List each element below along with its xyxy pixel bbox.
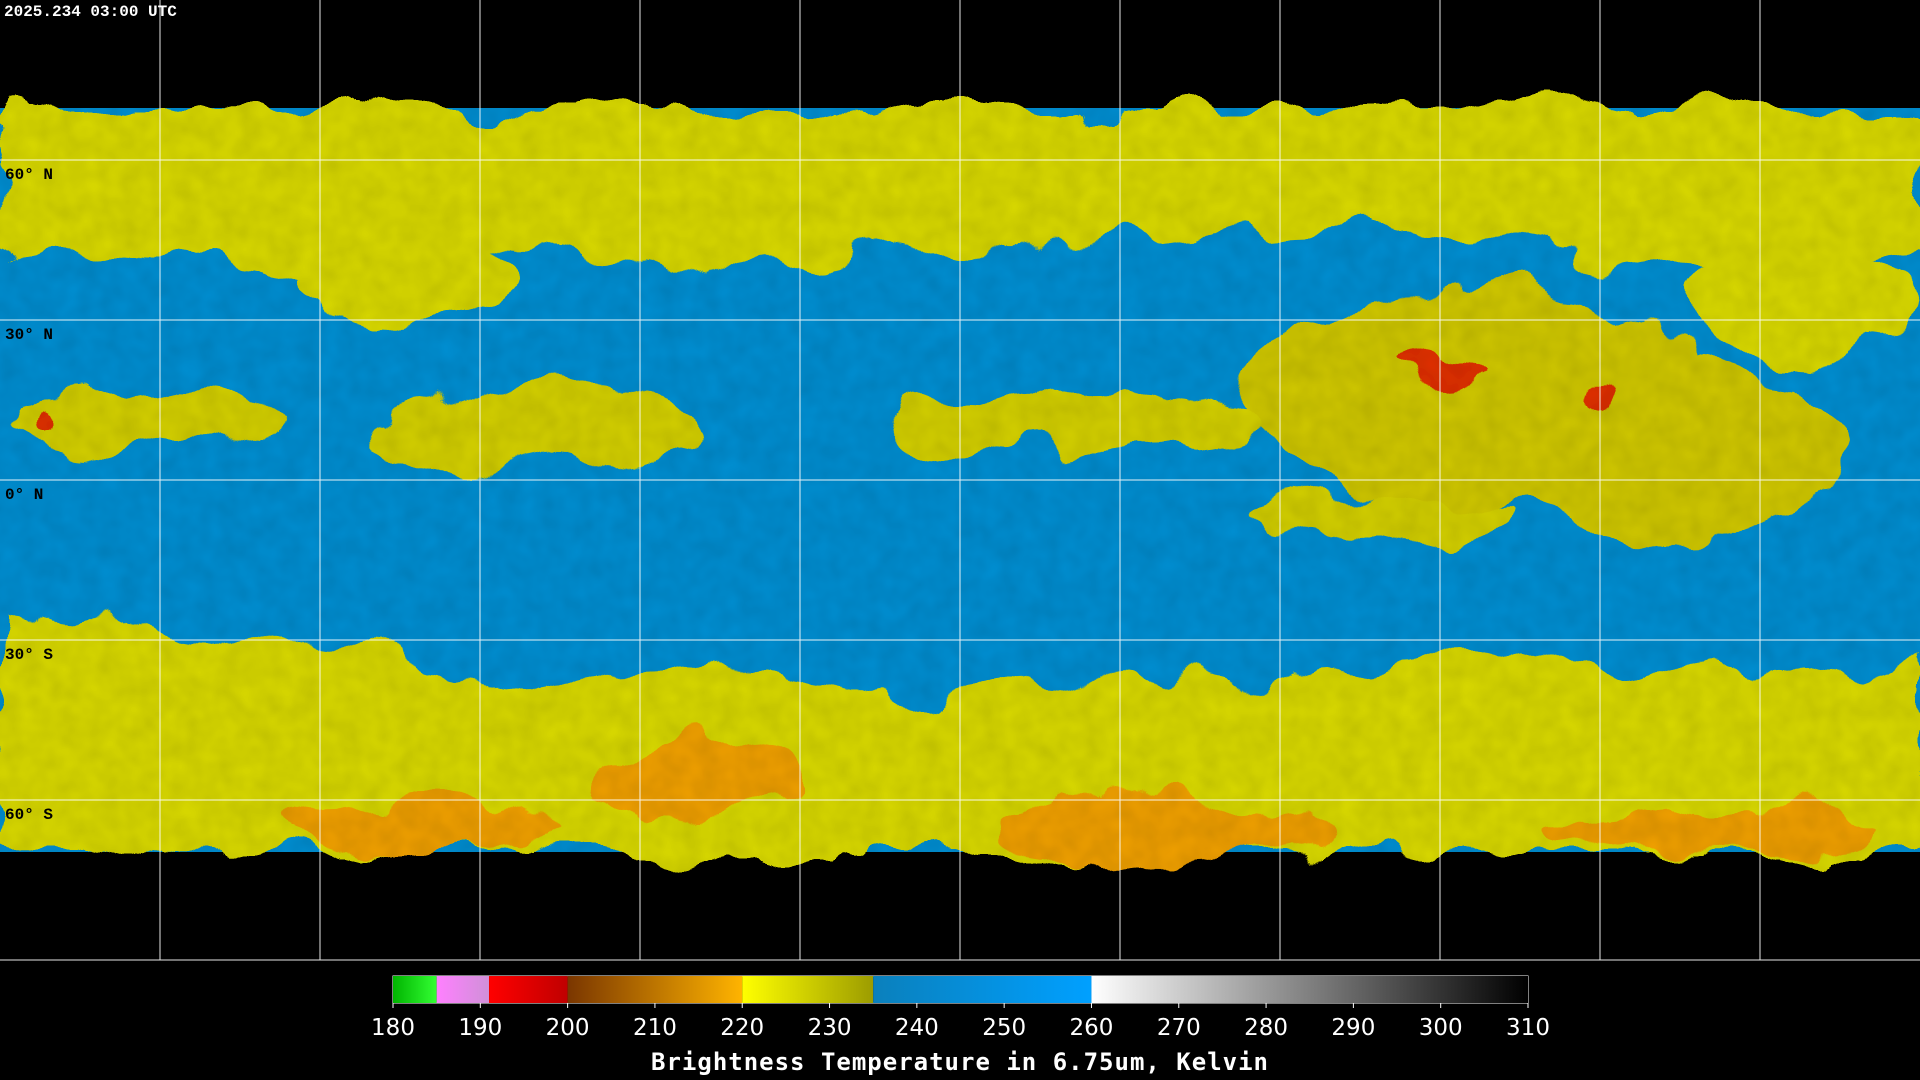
colorbar-segment xyxy=(742,976,874,1003)
colorbar-tick-label: 250 xyxy=(982,1015,1026,1041)
latitude-label: 0° N xyxy=(5,486,43,504)
colorbar-tick-label: 240 xyxy=(895,1015,939,1041)
latitude-label: 30° S xyxy=(5,646,53,664)
colorbar-tick-label: 210 xyxy=(633,1015,677,1041)
colorbar-tick-label: 310 xyxy=(1506,1015,1550,1041)
graticule xyxy=(0,0,1920,961)
colorbar-tick-label: 260 xyxy=(1070,1015,1114,1041)
colorbar-tick-label: 220 xyxy=(720,1015,764,1041)
timestamp: 2025.234 03:00 UTC xyxy=(4,3,177,21)
latitude-label: 60° N xyxy=(5,166,53,184)
colorbar-segment xyxy=(873,976,1092,1003)
latitude-label: 30° N xyxy=(5,326,53,344)
colorbar-tick-label: 280 xyxy=(1244,1015,1288,1041)
colorbar-tick-label: 300 xyxy=(1419,1015,1463,1041)
colorbar-tick-label: 190 xyxy=(458,1015,502,1041)
colorbar-tick-label: 290 xyxy=(1331,1015,1375,1041)
colorbar-segment xyxy=(393,976,437,1003)
colorbar-tick-label: 270 xyxy=(1157,1015,1201,1041)
colorbar-tick-label: 200 xyxy=(546,1015,590,1041)
latitude-label: 60° S xyxy=(5,806,53,824)
colorbar-title: Brightness Temperature in 6.75um, Kelvin xyxy=(651,1048,1269,1076)
colorbar-segment xyxy=(436,976,490,1003)
colorbar-tick-label: 230 xyxy=(808,1015,852,1041)
colorbar-segment xyxy=(1091,976,1528,1003)
colorbar: 180 190 200 210 220 230 240 250 260 270 280 290 300 3… xyxy=(371,976,1550,1041)
colorbar-segment xyxy=(489,976,568,1003)
latitude-labels: 60° N 30° N 0° N 30° S 60° S xyxy=(5,166,53,824)
colorbar-tick-label: 180 xyxy=(371,1015,415,1041)
colorbar-segment xyxy=(567,976,743,1003)
